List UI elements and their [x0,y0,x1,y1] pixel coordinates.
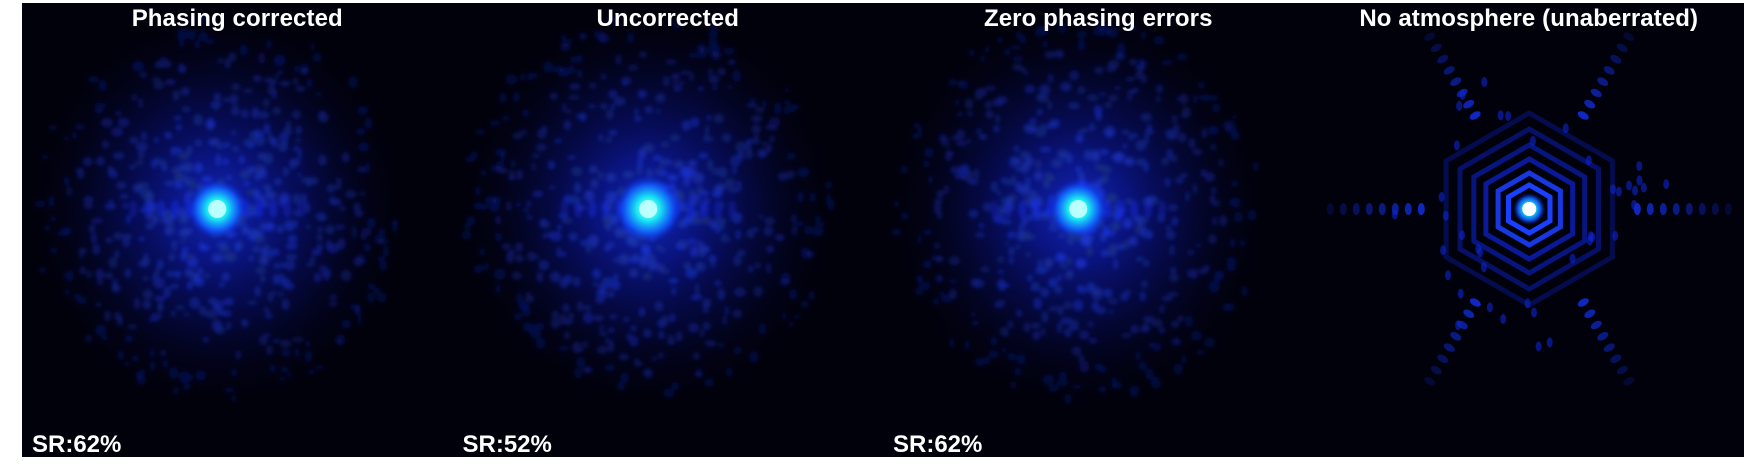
psf-image [1326,32,1732,386]
panel-title: Phasing corrected [131,5,343,32]
panel-title: Uncorrected [596,5,739,32]
panel-no-atmosphere: No atmosphere (unaberrated) [1314,3,1744,457]
panel-phasing-corrected: Phasing corrected SR:62% [22,3,453,457]
psf-image [888,9,1269,409]
psf-image [27,9,408,409]
strehl-ratio-label: SR:62% [32,431,122,457]
panel-zero-phasing-errors: Zero phasing errors SR:62% [883,3,1314,457]
psf-image [457,9,838,409]
strehl-ratio-label: SR:62% [893,431,983,457]
psf-image-strip: Phasing corrected SR:62% Uncorrected SR:… [22,3,1744,457]
strehl-ratio-label: SR:52% [462,431,552,457]
panel-title: Zero phasing errors [983,5,1213,32]
panel-title: No atmosphere (unaberrated) [1359,5,1699,32]
panel-uncorrected: Uncorrected SR:52% [453,3,884,457]
